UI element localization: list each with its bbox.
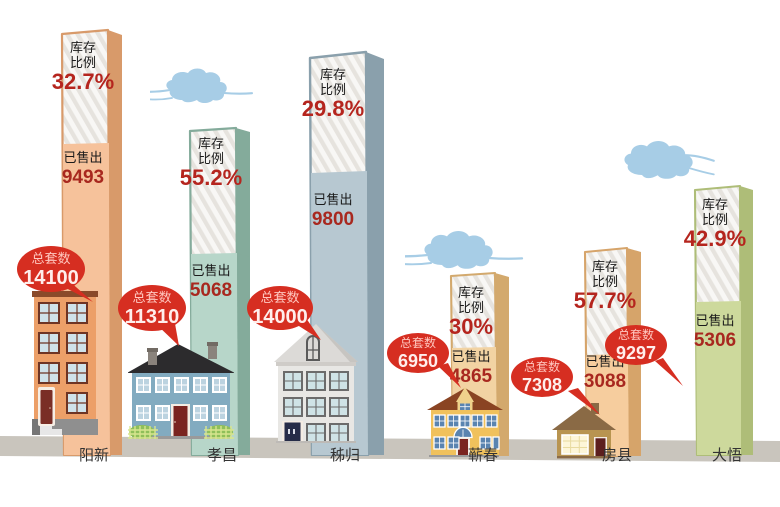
svg-text:总套数: 总套数 <box>132 290 171 305</box>
svg-text:14000: 14000 <box>252 306 308 328</box>
svg-text:总套数: 总套数 <box>260 290 299 305</box>
svg-text:总套数: 总套数 <box>618 327 654 342</box>
svg-text:14100: 14100 <box>23 267 79 289</box>
svg-text:总套数: 总套数 <box>524 359 560 374</box>
svg-text:7308: 7308 <box>522 375 562 395</box>
svg-text:11310: 11310 <box>125 306 180 328</box>
svg-text:总套数: 总套数 <box>400 335 436 350</box>
svg-text:6950: 6950 <box>398 351 438 371</box>
svg-text:9297: 9297 <box>616 343 656 363</box>
svg-text:总套数: 总套数 <box>31 251 70 266</box>
